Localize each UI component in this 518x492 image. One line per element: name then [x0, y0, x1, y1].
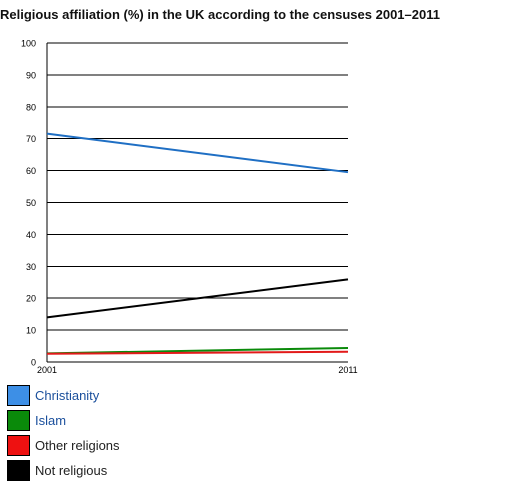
y-tick-label: 60 — [26, 166, 36, 176]
legend-swatch — [7, 435, 30, 456]
legend-item: Islam — [7, 408, 120, 433]
legend-swatch — [7, 385, 30, 406]
legend-label: Islam — [35, 413, 67, 428]
legend-label: Christianity — [35, 388, 100, 403]
y-tick-label: 80 — [26, 102, 36, 112]
line-chart: 0 10 20 30 40 50 60 70 80 90 100 2001 2011 — [21, 39, 358, 376]
y-tick-label: 90 — [26, 70, 36, 80]
y-tick-label: 10 — [26, 326, 36, 336]
legend-item: Not religious — [7, 458, 120, 483]
chart-title: Religious affiliation (%) in the UK acco… — [0, 7, 440, 22]
legend-swatch — [7, 410, 30, 431]
series-line — [46, 350, 349, 355]
y-tick-label: 40 — [26, 230, 36, 240]
y-tick-label: 50 — [26, 198, 36, 208]
y-tick-label: 30 — [26, 262, 36, 272]
y-tick-label: 100 — [21, 39, 36, 49]
legend-label: Other religions — [35, 438, 120, 453]
x-tick-label: 2001 — [37, 365, 57, 375]
x-tick-label: 2011 — [338, 365, 357, 375]
legend: Christianity Islam Other religions Not reli… — [7, 383, 120, 483]
series-line — [46, 278, 349, 319]
y-tick-label: 70 — [26, 134, 36, 144]
series-line — [46, 132, 349, 174]
legend-item: Christianity — [7, 383, 120, 408]
legend-item: Other religions — [7, 433, 120, 458]
y-tick-label: 20 — [26, 294, 36, 304]
legend-label: Not religious — [35, 463, 108, 478]
y-tick-label: 0 — [31, 358, 36, 368]
legend-swatch — [7, 460, 30, 481]
